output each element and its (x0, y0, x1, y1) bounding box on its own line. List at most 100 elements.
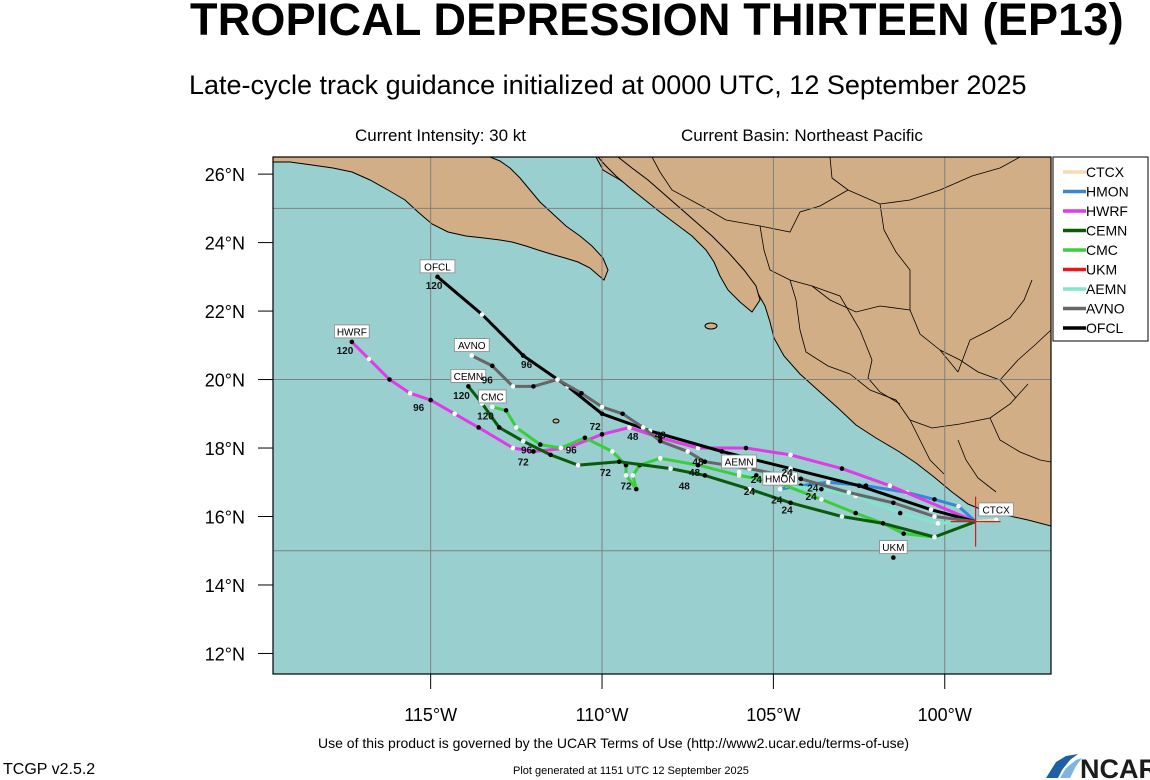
track-point-cemn (548, 452, 553, 458)
end-label-text: AVNO (458, 341, 486, 352)
hour-label: 24 (807, 483, 819, 494)
plot-frame (272, 156, 1052, 675)
hour-label: 120 (477, 412, 494, 423)
track-point-cemn (702, 473, 708, 478)
end-label-text: AEMN (725, 457, 754, 468)
end-label-ofcl: OFCL (419, 259, 456, 273)
track-point-ofcl (719, 449, 725, 454)
track-point-cemn (616, 459, 622, 465)
end-label-text: CMC (481, 392, 504, 403)
track-point-ukm (891, 555, 896, 560)
track-point-hmon (825, 479, 831, 485)
end-label-ukm: UKM (879, 540, 908, 554)
track-point-hwrf (510, 445, 516, 451)
x-tick-label: 100°W (918, 705, 972, 725)
hour-label: 96 (566, 446, 578, 457)
track-point-hwrf (387, 377, 392, 382)
track-point-avno (599, 404, 605, 410)
track-point-aemn (935, 521, 941, 526)
track-point-avno (490, 363, 495, 369)
x-tick-label: 115°W (404, 705, 457, 725)
track-point-hwrf (887, 483, 893, 488)
end-label-aemn: AEMN (721, 454, 757, 469)
ncar-logo-mark (1046, 754, 1078, 778)
island-small (552, 418, 560, 424)
y-tick-label: 20°N (205, 371, 245, 391)
current-basin: Current Basin: Northeast Pacific (681, 126, 923, 145)
end-label-box (721, 454, 757, 469)
end-label-text: CTCX (983, 505, 1011, 516)
track-point-hwrf (599, 432, 605, 437)
ncar-logo-mark-light (1060, 758, 1082, 778)
track-point-ofcl (788, 466, 793, 471)
hour-label: 72 (600, 468, 612, 479)
track-point-cmc (630, 473, 636, 478)
hour-label: 120 (337, 346, 354, 357)
legend-label-hwrf: HWRF (1086, 203, 1128, 219)
track-point-cmc (582, 435, 588, 441)
track-point-ofcl (928, 507, 934, 512)
track-point-hmon (956, 503, 961, 509)
model-tracks (349, 274, 999, 560)
hour-label: 96 (482, 376, 494, 387)
y-tick-label: 18°N (205, 439, 245, 459)
y-tick-label: 26°N (205, 165, 245, 185)
track-point-avno (620, 411, 625, 417)
track-point-cmc (514, 425, 519, 430)
track-point-hwrf (531, 449, 536, 454)
y-tick-label: 22°N (205, 302, 245, 322)
hour-label: 96 (521, 446, 533, 457)
end-label-box (453, 338, 490, 352)
storm-position-marker (950, 496, 1001, 547)
track-point-ofcl (856, 483, 862, 488)
legend-label-ctcx: CTCX (1086, 164, 1125, 180)
track-point-ofcl (435, 274, 440, 280)
plot-generated: Plot generated at 1151 UTC 12 September … (513, 765, 749, 777)
track-point-cmc (633, 486, 639, 492)
track-point-hwrf (407, 390, 413, 396)
current-intensity: Current Intensity: 30 kt (355, 126, 527, 145)
grid-lines (273, 157, 1051, 674)
track-point-avno (531, 384, 536, 389)
end-label-text: HMON (765, 475, 796, 486)
hour-label: 48 (692, 458, 704, 469)
track-point-hwrf (452, 411, 457, 417)
track-point-cmc (610, 449, 615, 454)
end-label-hmon: HMON (762, 471, 799, 486)
legend: CTCX HMON HWRF CEMN CMC UKM AEMN AVNO OFCL (1052, 156, 1149, 342)
track-point-hwrf (695, 445, 701, 451)
hour-label: 72 (518, 458, 530, 469)
hour-label: 24 (744, 487, 756, 498)
page-subtitle: Late-cycle track guidance initialized at… (189, 70, 1027, 100)
track-point-hwrf (476, 425, 481, 430)
track-point-hmon (932, 497, 937, 502)
track-cmc (491, 405, 977, 539)
track-point-hwrf (428, 397, 433, 403)
track-point-cemn (466, 384, 471, 389)
track-point-cemn (520, 438, 526, 444)
end-label-text: UKM (882, 543, 904, 554)
legend-label-aemn: AEMN (1086, 281, 1126, 297)
track-point-ofcl (599, 411, 605, 417)
track-point-cemn (747, 486, 752, 492)
hour-label: 120 (453, 391, 470, 402)
islas-marias (704, 322, 718, 330)
track-point-avno (702, 459, 708, 465)
track-avno (471, 354, 976, 524)
page-title: TROPICAL DEPRESSION THIRTEEN (EP13) (190, 0, 1124, 45)
end-label-avno: AVNO (453, 338, 490, 352)
hour-label: 24 (782, 506, 794, 517)
track-point-cmc (901, 531, 906, 536)
ncar-logo: NCAR (1046, 754, 1150, 780)
track-point-cmc (853, 510, 858, 516)
track-point-cmc (819, 497, 824, 502)
track-point-avno (555, 377, 560, 382)
track-point-cmc (503, 408, 509, 413)
track-point-aemn (819, 486, 824, 492)
track-point-cemn (839, 514, 845, 519)
end-label-box (478, 389, 507, 404)
x-tick-label: 110°W (576, 705, 629, 725)
hour-label: 48 (679, 482, 691, 493)
track-point-avno (685, 449, 691, 454)
